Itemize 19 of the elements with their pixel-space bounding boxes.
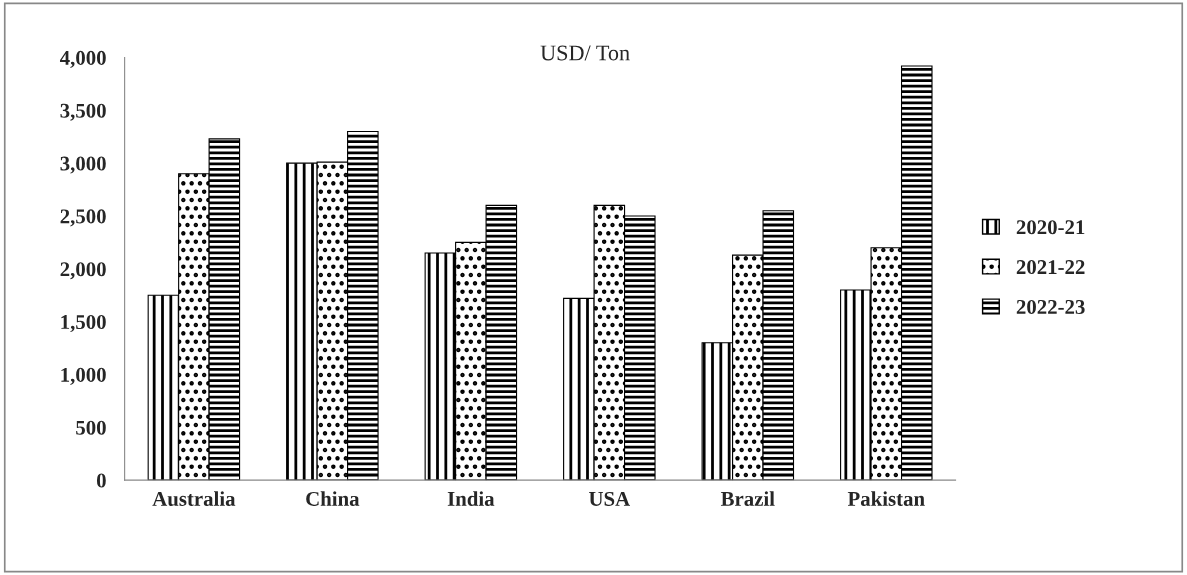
- y-tick-label: 500: [76, 420, 106, 435]
- x-tick-label: Brazil: [720, 491, 775, 506]
- x-tick-label: Pakistan: [847, 491, 925, 506]
- y-tick-label: 3,000: [60, 156, 106, 174]
- y-tick-label: 2,500: [60, 209, 106, 227]
- y-tick-label: 1,000: [61, 367, 106, 385]
- chart-title: USD/ Ton: [540, 45, 630, 61]
- legend-label: 2020-21: [1016, 220, 1085, 235]
- x-tick-label: Australia: [152, 491, 236, 506]
- legend-label: 2021-22: [1016, 260, 1085, 275]
- y-tick-label: 4,000: [59, 50, 106, 68]
- x-tick-label: China: [306, 491, 360, 506]
- x-tick-label: India: [447, 491, 495, 506]
- x-tick-label: USA: [589, 491, 631, 506]
- y-tick-label: 3,500: [60, 103, 106, 121]
- y-tick-label: 1,500: [61, 315, 106, 333]
- y-tick-label: 2,000: [60, 262, 106, 280]
- y-tick-label: 0: [96, 473, 106, 488]
- legend-label: 2022-23: [1016, 299, 1085, 314]
